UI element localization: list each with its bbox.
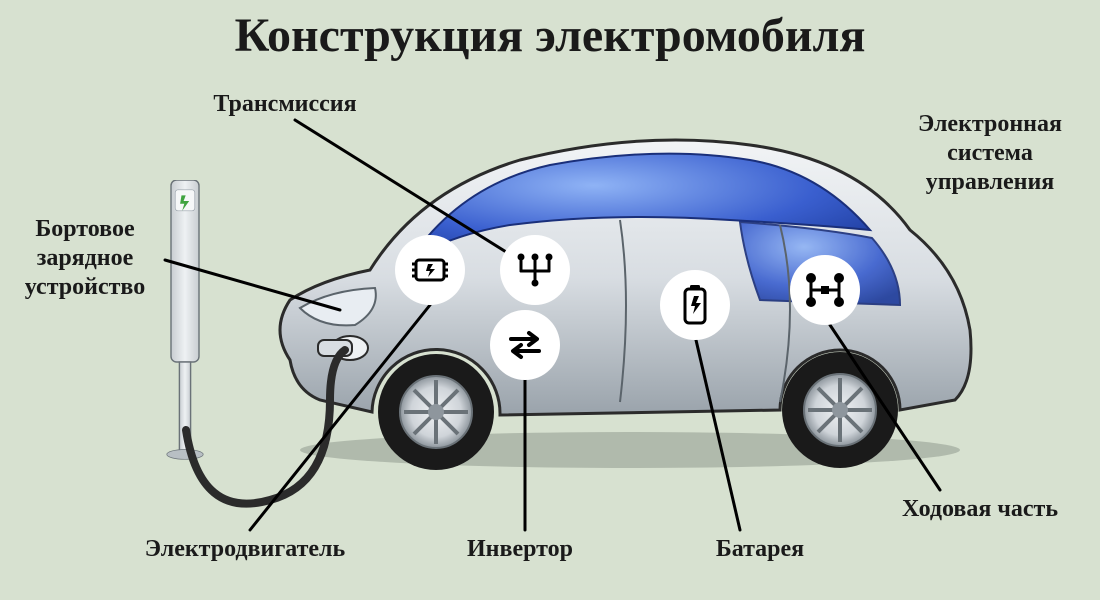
label-ecu: Электроннаясистемауправления	[885, 110, 1095, 196]
inverter-icon	[490, 310, 560, 380]
motor-icon	[395, 235, 465, 305]
page-title: Конструкция электромобиля	[0, 8, 1100, 63]
battery-icon	[660, 270, 730, 340]
transmission-icon	[500, 235, 570, 305]
electric-car	[260, 130, 980, 470]
label-battery: Батарея	[680, 535, 840, 564]
ecu-icon	[790, 255, 860, 325]
label-onboard_charger: Бортовоезарядноеустройство	[0, 215, 170, 301]
label-transmission: Трансмиссия	[175, 90, 395, 119]
label-electric_motor: Электродвигатель	[105, 535, 385, 564]
label-inverter: Инвертор	[430, 535, 610, 564]
label-chassis: Ходовая часть	[865, 495, 1095, 524]
